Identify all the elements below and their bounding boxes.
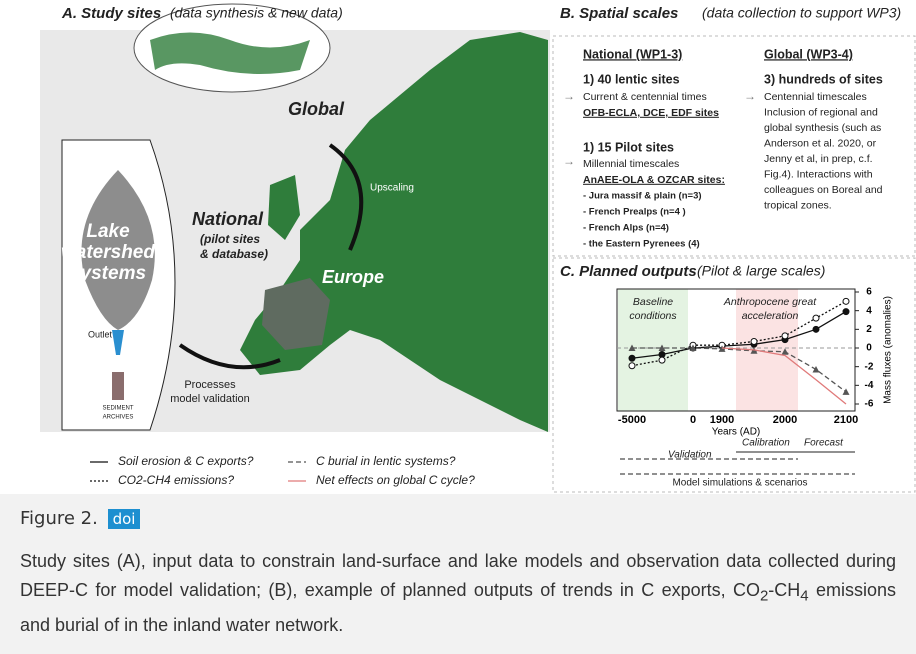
- y-tick-label: 4: [866, 305, 872, 316]
- sediment-core: [112, 372, 124, 400]
- y-tick-label: 6: [866, 287, 872, 298]
- panel-subheading: (data collection to support WP3): [702, 5, 901, 21]
- group-line: tropical zones.: [764, 199, 832, 211]
- group-line: Current & centennial times: [583, 91, 707, 103]
- panel-heading: C. Planned outputs: [560, 263, 697, 280]
- series-marker: [813, 326, 819, 332]
- group-line: global synthesis (such as: [764, 122, 881, 134]
- legend-label: C burial in lentic systems?: [316, 454, 456, 468]
- annotation: conditions: [629, 310, 677, 322]
- caption-label: Figure 2. doi: [20, 508, 896, 529]
- group-line: AnAEE-OLA & OZCAR sites:: [583, 174, 725, 186]
- group-line: Anderson et al. 2020, or: [764, 137, 877, 149]
- annotation: acceleration: [742, 310, 799, 322]
- timeline-label: Validation: [668, 450, 712, 461]
- map-label: SEDIMENT: [102, 406, 133, 412]
- map-label: model validation: [170, 393, 250, 405]
- group-line: Fig.4). Interactions with: [764, 168, 873, 180]
- series-marker: [782, 333, 788, 339]
- legend-label: Net effects on global C cycle?: [316, 473, 475, 487]
- y-tick-label: -2: [865, 361, 874, 372]
- map-label: watershed: [61, 242, 155, 263]
- figure-number: Figure 2.: [20, 508, 98, 529]
- bullet: - French Prealps (n=4 ): [583, 207, 686, 218]
- map-label: National: [192, 209, 264, 229]
- map-label: Upscaling: [370, 183, 414, 194]
- series-marker: [813, 315, 819, 321]
- map-label: ARCHIVES: [103, 415, 134, 421]
- map-label: (pilot sites: [200, 232, 260, 246]
- panel-subheading: (Pilot & large scales): [697, 263, 825, 279]
- x-tick-label: 2000: [773, 414, 797, 426]
- series-marker: [629, 355, 635, 361]
- y-tick-label: -4: [865, 380, 874, 391]
- panel-heading: A. Study sites: [61, 5, 161, 22]
- arrow-glyph: →: [744, 89, 756, 103]
- group-line: Millennial timescales: [583, 158, 679, 170]
- x-tick-label: 1900: [710, 414, 734, 426]
- panel-c-frame: [553, 258, 915, 492]
- timeline-label: Model simulations & scenarios: [672, 478, 807, 489]
- map-label: systems: [70, 263, 146, 284]
- y-tick-label: -6: [865, 399, 874, 410]
- caption-subscript: 4: [800, 588, 808, 605]
- doi-link[interactable]: doi: [108, 509, 141, 529]
- caption-segment: -CH: [768, 580, 800, 600]
- arrow-glyph: →: [563, 89, 575, 103]
- column-title: Global (WP3-4): [764, 47, 853, 61]
- x-tick-label: 2100: [834, 414, 858, 426]
- series-marker: [629, 363, 635, 369]
- group-line: Jenny et al, in prep, c.f.: [764, 153, 873, 165]
- group-line: Centennial timescales: [764, 91, 867, 103]
- caption: Figure 2. doi Study sites (A), input dat…: [0, 494, 916, 654]
- series-marker: [659, 357, 665, 363]
- group-title: 1) 40 lentic sites: [583, 72, 680, 86]
- column-title: National (WP1-3): [583, 47, 682, 61]
- timeline-label: Calibration: [742, 438, 790, 449]
- x-tick-label: -5000: [618, 414, 646, 426]
- caption-text: Study sites (A), input data to constrain…: [20, 547, 896, 640]
- group-line: Inclusion of regional and: [764, 106, 878, 118]
- series-marker: [751, 338, 757, 344]
- series-marker: [843, 298, 849, 304]
- x-tick-label: 0: [690, 414, 696, 426]
- group-line: OFB-ECLA, DCE, EDF sites: [583, 107, 719, 119]
- legend-label: CO2-CH4 emissions?: [118, 473, 234, 487]
- annotation: Baseline: [633, 296, 673, 308]
- map-label: Global: [288, 99, 345, 119]
- group-line: colleagues on Boreal and: [764, 184, 883, 196]
- legend-label: Soil erosion & C exports?: [118, 454, 254, 468]
- y-tick-label: 0: [866, 343, 872, 354]
- page: A. Study sites (data synthesis & new data…: [0, 0, 916, 654]
- map-label: Outlet: [88, 329, 113, 339]
- figure: A. Study sites (data synthesis & new data…: [0, 0, 916, 494]
- x-axis-label: Years (AD): [712, 427, 761, 438]
- bullet: - French Alps (n=4): [583, 223, 669, 234]
- map-label: Lake: [86, 221, 130, 242]
- bullet: - Jura massif & plain (n=3): [583, 191, 702, 202]
- group-title: 3) hundreds of sites: [764, 72, 883, 86]
- series-marker: [843, 309, 849, 315]
- timeline-label: Forecast: [804, 438, 844, 449]
- bullet: - the Eastern Pyrenees (4): [583, 239, 700, 250]
- panel-subheading: (data synthesis & new data): [170, 5, 343, 21]
- arrow-glyph: →: [563, 154, 575, 168]
- panel-heading: B. Spatial scales: [560, 5, 678, 22]
- annotation: Anthropocene great: [723, 296, 817, 308]
- group-title: 1) 15 Pilot sites: [583, 140, 674, 154]
- map-label: & database): [200, 247, 268, 261]
- y-tick-label: 2: [866, 324, 872, 335]
- map-label: Processes: [184, 379, 236, 391]
- map-label: Europe: [322, 267, 384, 287]
- y-axis-label: Mass fluxes (anomalies): [883, 296, 894, 404]
